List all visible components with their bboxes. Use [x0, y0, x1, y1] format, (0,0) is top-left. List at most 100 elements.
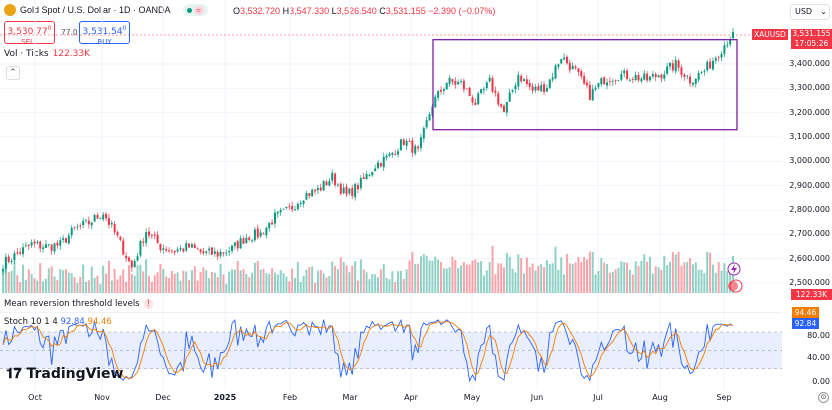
timezone-settings-icon[interactable]: ⊙ — [818, 392, 829, 403]
volume-bar — [594, 274, 597, 293]
candle — [219, 251, 222, 256]
candle — [168, 250, 171, 252]
volume-bar — [560, 257, 563, 293]
volume-bar — [305, 269, 308, 293]
candle — [325, 181, 328, 186]
candle — [253, 229, 256, 241]
volume-bar — [265, 273, 268, 293]
volume-bar — [548, 263, 551, 293]
volume-bar — [491, 245, 494, 293]
candle — [560, 59, 563, 64]
time-axis-label: May — [463, 393, 481, 402]
sell-button[interactable]: 3,530.770 SELL — [4, 21, 55, 46]
candle — [96, 215, 99, 219]
volume-bar — [242, 269, 245, 293]
candle — [660, 74, 663, 79]
volume-bar — [563, 274, 566, 293]
volume-bar — [451, 256, 454, 293]
candle — [122, 240, 125, 255]
time-axis-label: Apr — [404, 393, 418, 402]
candle — [422, 127, 425, 139]
volume-bar — [497, 263, 500, 293]
symbol-title[interactable]: Gold Spot / U.S. Dollar · 1D · OANDA ≈ — [4, 4, 208, 16]
indicator-title[interactable]: Mean reversion threshold levels! — [4, 299, 154, 309]
volume-bar — [113, 268, 116, 293]
volume-bar — [105, 273, 108, 293]
volume-bar — [276, 274, 279, 293]
volume-bar — [213, 272, 216, 293]
collapse-legend-button[interactable]: ⌃ — [6, 66, 20, 80]
candle — [354, 183, 357, 198]
volume-bar — [153, 275, 156, 293]
time-axis-label: Nov — [94, 393, 110, 402]
volume-bar — [302, 275, 305, 293]
volume-bar — [59, 269, 62, 293]
volume-bar — [614, 269, 617, 293]
candle — [434, 96, 437, 108]
market-status[interactable]: ≈ — [182, 4, 208, 16]
tradingview-logo[interactable]: 𝟏𝟕 TradingView — [6, 366, 124, 382]
volume-bar — [296, 262, 299, 293]
candle — [145, 232, 148, 243]
volume-bar — [225, 283, 228, 293]
volume-bar — [122, 269, 125, 293]
volume-bar — [334, 265, 337, 293]
candle — [714, 58, 717, 61]
candle — [159, 243, 162, 251]
candle — [700, 72, 703, 73]
candle — [709, 61, 712, 69]
candle — [116, 232, 119, 236]
volume-bar — [107, 260, 110, 293]
volume-bar — [7, 272, 10, 293]
candle — [42, 247, 45, 249]
volume-legend[interactable]: Vol · Ticks 122.33K — [4, 49, 91, 59]
candle — [208, 248, 211, 251]
currency-select[interactable]: USD ⌄ — [790, 4, 830, 20]
candle — [44, 244, 47, 248]
candle — [494, 90, 497, 93]
volume-bar — [574, 262, 577, 293]
volume-bar — [502, 267, 505, 293]
price-axis-label: 3,000.000 — [789, 156, 830, 166]
volume-bar — [253, 262, 256, 293]
volume-bar — [402, 278, 405, 293]
candle — [651, 74, 654, 77]
candle — [213, 251, 216, 254]
time-axis-label: Jul — [593, 393, 603, 402]
candle — [394, 154, 397, 156]
candle — [185, 243, 188, 251]
candle — [417, 146, 420, 149]
candle — [571, 65, 574, 70]
candle — [110, 222, 113, 225]
candle — [105, 214, 108, 219]
candle — [454, 80, 457, 85]
candle — [351, 188, 354, 197]
candle — [648, 76, 651, 81]
volume-bar — [251, 272, 254, 293]
candle — [225, 252, 228, 254]
volume-bar — [13, 261, 16, 293]
candle — [565, 56, 568, 64]
candle — [457, 81, 460, 85]
candle — [365, 174, 368, 180]
stoch-legend[interactable]: Stoch 10 1 4 92.84 94.46 — [4, 317, 112, 327]
candle — [379, 162, 382, 167]
volume-bar — [440, 261, 442, 293]
candle — [545, 88, 548, 92]
volume-bar — [331, 261, 334, 293]
candle — [150, 235, 153, 236]
candle — [617, 80, 620, 82]
candle — [334, 173, 337, 186]
candle — [471, 97, 474, 103]
volume-bar — [16, 275, 19, 293]
candle — [368, 174, 371, 176]
volume-bar — [628, 269, 631, 293]
volume-bars — [2, 245, 734, 293]
volume-bar — [127, 265, 130, 293]
candle — [285, 206, 288, 209]
volume-bar — [528, 267, 531, 293]
buy-button[interactable]: 3,531.540 BUY — [79, 21, 130, 46]
volume-bar — [537, 265, 540, 293]
price-axis-label: 3,200.000 — [789, 107, 830, 117]
